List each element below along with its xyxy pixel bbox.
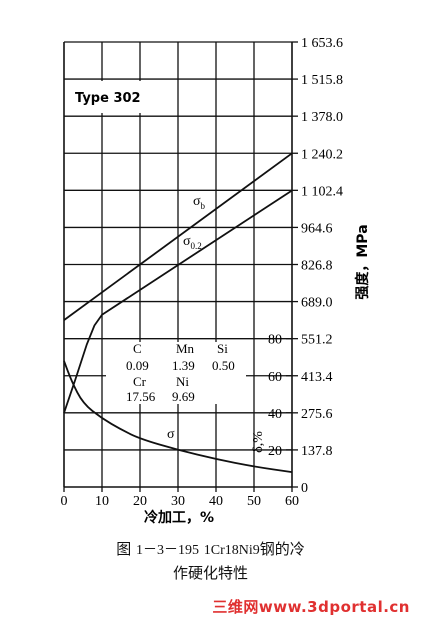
composition-value-c: 0.09 — [126, 358, 149, 373]
y-right-tick-label-1: 137.8 — [301, 444, 333, 459]
composition-label-mn: Mn — [176, 341, 195, 356]
x-tick-label-60: 60 — [285, 494, 299, 509]
y-inner-tick-label-20: 20 — [268, 444, 282, 459]
composition-label-c: C — [133, 341, 142, 356]
watermark: 三维网www.3dportal.cn — [212, 598, 410, 616]
y-right-tick-label-12: 1 653.6 — [301, 36, 343, 51]
composition-label-si: Si — [217, 341, 228, 356]
x-tick-label-10: 10 — [95, 494, 109, 509]
material-label: Type 302 — [75, 91, 141, 106]
y-right-tick-label-6: 826.8 — [301, 259, 333, 274]
x-axis-label: 冷加工，% — [144, 509, 214, 526]
y-inner-tick-label-80: 80 — [268, 333, 282, 348]
y-right-tick-label-4: 551.2 — [301, 333, 333, 348]
x-tick-label-0: 0 — [61, 494, 68, 509]
series-label-sigma-02: σ0.2 — [183, 234, 202, 251]
y-right-tick-label-8: 1 102.4 — [301, 184, 343, 199]
caption-figure-number: 1－3－195 — [136, 543, 199, 558]
series-label-delta: σ — [167, 427, 175, 442]
chart-series — [63, 152, 293, 474]
x-tick-label-20: 20 — [133, 494, 147, 509]
composition-value-ni: 9.69 — [172, 389, 195, 404]
x-tick-label-40: 40 — [209, 494, 223, 509]
y-inner-tick-label-60: 60 — [268, 370, 282, 385]
series-label-sigma-b: σb — [193, 194, 206, 211]
y-right-tick-label-11: 1 515.8 — [301, 73, 343, 88]
composition-label-ni: Ni — [176, 374, 189, 389]
chart-ticks: 0 10 20 30 40 50 600137.8275.6413.4551.2689.08… — [61, 36, 344, 509]
caption-line-1: 图 1－3－195 1Cr18Ni9钢的冷 — [0, 538, 421, 562]
composition-value-mn: 1.39 — [172, 358, 195, 373]
composition-label-cr: Cr — [133, 374, 147, 389]
y-inner-axis-label: δ,% — [251, 431, 266, 453]
y-right-axis-label: 强度，MPa — [354, 224, 371, 299]
series-line-sigma-b — [63, 152, 293, 321]
y-right-tick-label-3: 413.4 — [301, 370, 333, 385]
series-line-delta — [63, 360, 293, 474]
composition-value-si: 0.50 — [212, 358, 235, 373]
composition-value-cr: 17.56 — [126, 389, 156, 404]
caption-alloy: 1Cr18Ni9 — [203, 543, 260, 558]
figure-caption: 图 1－3－195 1Cr18Ni9钢的冷 作硬化特性 — [0, 538, 421, 584]
composition-table: C Mn Si 0.09 1.39 0.50 Cr Ni 17.56 9.69 — [106, 341, 246, 404]
caption-line-2: 作硬化特性 — [172, 564, 248, 582]
caption-line1-suffix: 钢的冷 — [259, 540, 305, 558]
y-right-tick-label-7: 964.6 — [301, 221, 333, 236]
chart: 0 10 20 30 40 50 600137.8275.6413.4551.2689.08… — [61, 36, 372, 526]
y-right-tick-label-9: 1 240.2 — [301, 147, 343, 162]
y-inner-tick-label-40: 40 — [268, 407, 282, 422]
caption-prefix: 图 — [116, 540, 132, 558]
x-tick-label-50: 50 — [247, 494, 261, 509]
y-right-tick-label-2: 275.6 — [301, 407, 333, 422]
y-right-tick-label-10: 1 378.0 — [301, 110, 343, 125]
y-right-tick-label-5: 689.0 — [301, 296, 333, 311]
x-tick-label-30: 30 — [171, 494, 185, 509]
y-right-tick-label-0: 0 — [301, 481, 308, 496]
